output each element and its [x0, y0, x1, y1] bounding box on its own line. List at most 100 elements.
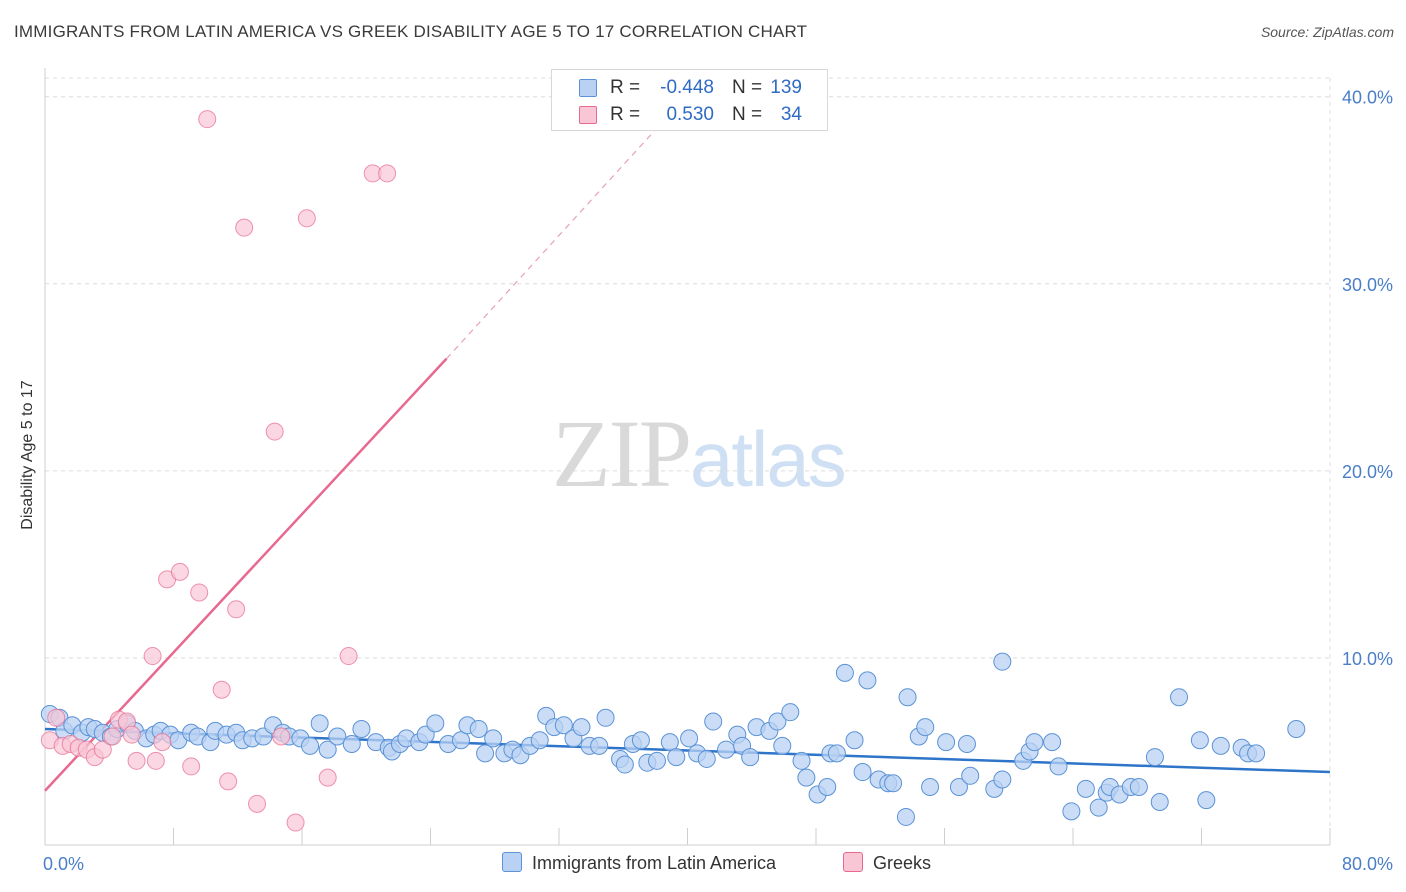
point-latin-america — [717, 740, 736, 759]
point-greeks — [265, 422, 284, 441]
point-latin-america — [310, 714, 329, 733]
point-greeks — [122, 725, 141, 744]
x-tick-label-max: 80.0% — [1342, 854, 1393, 874]
watermark: ZIPatlas — [552, 398, 847, 509]
y-tick-label: 40.0% — [1342, 88, 1393, 108]
point-latin-america — [1129, 778, 1148, 797]
point-latin-america — [342, 734, 361, 753]
point-latin-america — [572, 718, 591, 737]
point-greeks — [198, 110, 217, 129]
point-greeks — [127, 751, 146, 770]
y-tick-label: 30.0% — [1342, 275, 1393, 295]
point-greeks — [378, 164, 397, 183]
legend-swatch-pink — [579, 106, 597, 124]
legend-row-greeks: R = 0.530 N = 34 — [552, 102, 827, 128]
point-latin-america — [704, 712, 723, 731]
legend-r-label: R = — [610, 104, 641, 125]
chart-title: IMMIGRANTS FROM LATIN AMERICA VS GREEK D… — [14, 22, 808, 41]
point-latin-america — [993, 770, 1012, 789]
point-latin-america — [1197, 791, 1216, 810]
point-latin-america — [615, 755, 634, 774]
point-latin-america — [1170, 688, 1189, 707]
point-latin-america — [961, 766, 980, 785]
point-latin-america — [426, 714, 445, 733]
point-greeks — [286, 813, 305, 832]
bottom-legend-swatch-blue — [502, 852, 522, 872]
legend-r-label: R = — [610, 77, 641, 98]
point-latin-america — [1247, 744, 1266, 763]
point-greeks — [272, 727, 291, 746]
point-latin-america — [858, 671, 877, 690]
point-latin-america — [530, 731, 549, 750]
point-latin-america — [916, 718, 935, 737]
point-latin-america — [949, 778, 968, 797]
bottom-legend-latin-america: Immigrants from Latin America — [502, 852, 776, 874]
point-greeks — [219, 772, 238, 791]
point-latin-america — [469, 720, 488, 739]
bottom-legend-label: Greeks — [873, 853, 932, 873]
point-latin-america — [835, 663, 854, 682]
point-greeks — [47, 708, 66, 727]
legend-n-value: 139 — [770, 77, 802, 98]
point-latin-america — [1089, 798, 1108, 817]
point-latin-america — [792, 751, 811, 770]
point-greeks — [93, 740, 112, 759]
point-latin-america — [697, 749, 716, 768]
point-latin-america — [768, 712, 787, 731]
point-latin-america — [818, 778, 837, 797]
point-latin-america — [667, 748, 686, 767]
bottom-legend-greeks: Greeks — [843, 852, 931, 874]
point-greeks — [248, 794, 267, 813]
point-latin-america — [554, 716, 573, 735]
point-latin-america — [680, 729, 699, 748]
point-latin-america — [773, 736, 792, 755]
point-latin-america — [827, 744, 846, 763]
data-points — [40, 110, 1306, 832]
point-latin-america — [590, 736, 609, 755]
source-label: Source: ZipAtlas.com — [1260, 24, 1394, 40]
point-greeks — [297, 209, 316, 228]
legend-r-value: 0.530 — [666, 104, 714, 125]
watermark-atlas: atlas — [690, 415, 847, 503]
point-latin-america — [1043, 733, 1062, 752]
point-latin-america — [797, 768, 816, 787]
legend-row-latin-america: R = -0.448 N = 139 — [552, 75, 827, 101]
y-tick-label: 20.0% — [1342, 462, 1393, 482]
point-greeks — [146, 751, 165, 770]
point-latin-america — [896, 807, 915, 826]
legend-n-label: N = — [732, 77, 763, 98]
point-latin-america — [1049, 757, 1068, 776]
point-latin-america — [318, 740, 337, 759]
legend-swatch-blue — [579, 79, 597, 97]
y-tick-label: 10.0% — [1342, 649, 1393, 669]
legend-n-label: N = — [732, 104, 763, 125]
point-latin-america — [957, 734, 976, 753]
point-latin-america — [993, 652, 1012, 671]
point-latin-america — [898, 688, 917, 707]
point-latin-america — [884, 774, 903, 793]
point-latin-america — [647, 751, 666, 770]
point-greeks — [190, 583, 209, 602]
point-latin-america — [631, 731, 650, 750]
point-latin-america — [1190, 731, 1209, 750]
point-greeks — [235, 218, 254, 237]
point-latin-america — [1025, 733, 1044, 752]
point-latin-america — [301, 736, 320, 755]
point-latin-america — [937, 733, 956, 752]
point-latin-america — [328, 727, 347, 746]
point-latin-america — [1211, 736, 1230, 755]
point-latin-america — [352, 720, 371, 739]
point-greeks — [103, 727, 122, 746]
point-latin-america — [660, 733, 679, 752]
point-latin-america — [741, 748, 760, 767]
x-tick-label-min: 0.0% — [43, 854, 84, 874]
point-latin-america — [921, 778, 940, 797]
tick-labels: 10.0% 20.0% 30.0% 40.0% 0.0% 80.0% — [43, 88, 1393, 874]
point-greeks — [212, 680, 231, 699]
point-greeks — [227, 600, 246, 619]
point-latin-america — [845, 731, 864, 750]
point-greeks — [182, 757, 201, 776]
legend-n-value: 34 — [780, 104, 802, 125]
point-latin-america — [853, 763, 872, 782]
